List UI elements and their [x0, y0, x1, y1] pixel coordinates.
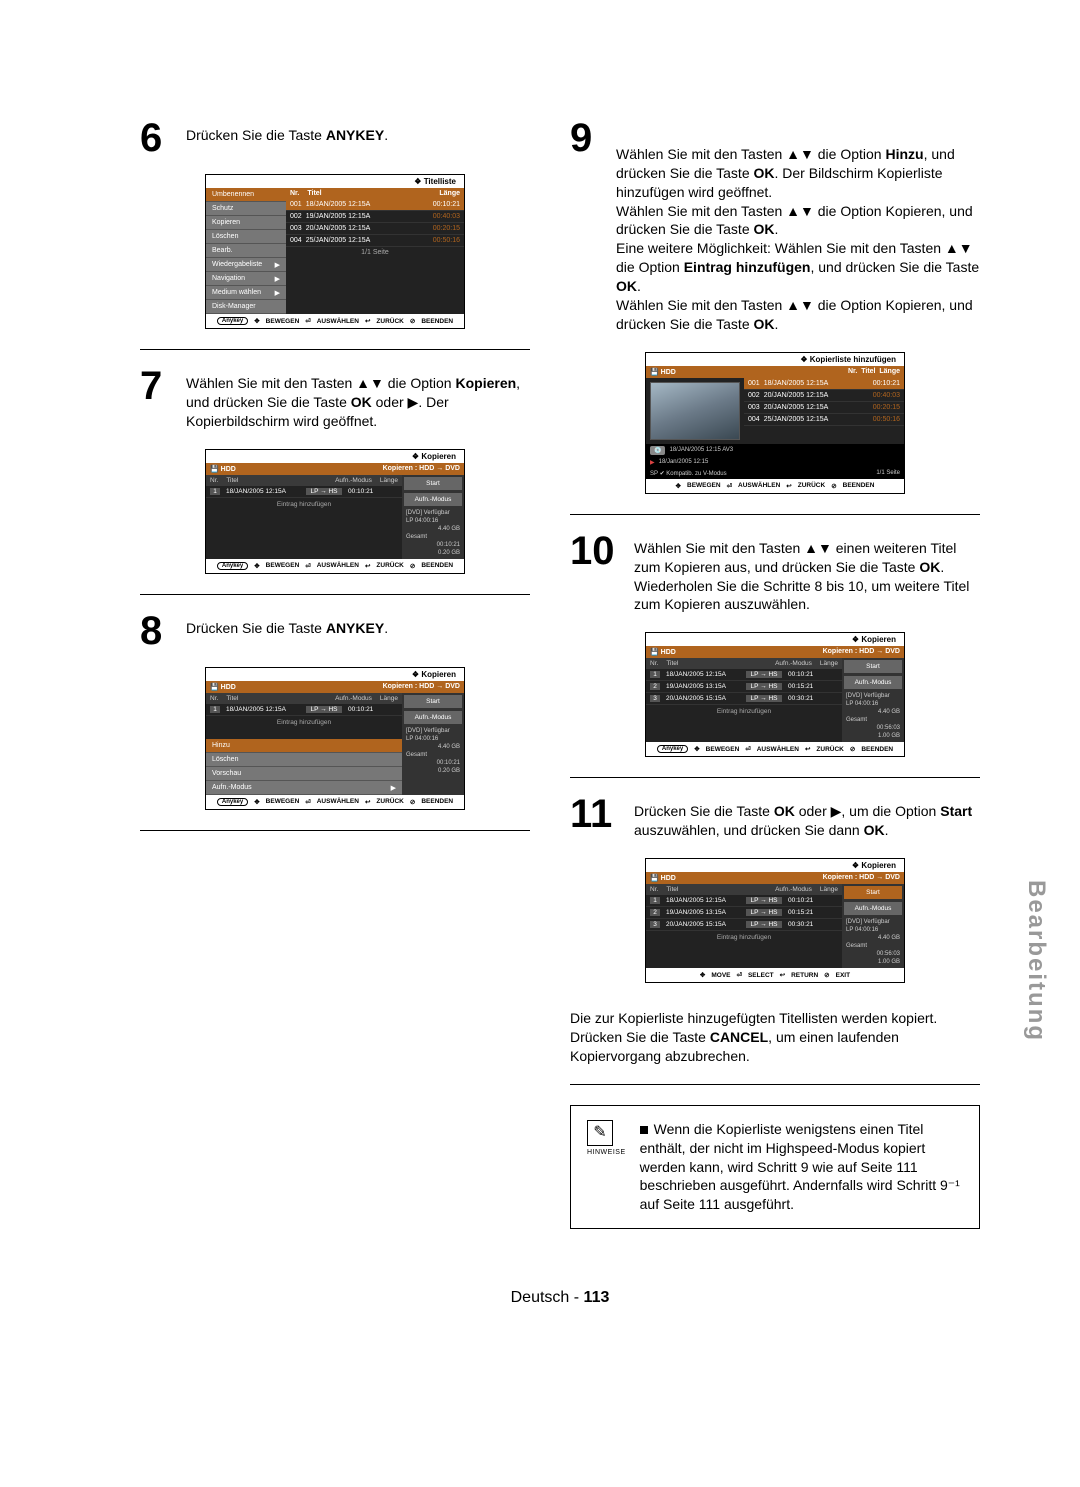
menu-item: Navigation [206, 272, 286, 286]
ui-footer: Anykey ✥BEWEGEN ⏎AUSWÄHLEN ↩ZURÜCK ⊘BEEN… [206, 559, 464, 573]
table-row: 219/JAN/2005 13:15ALP → HS00:15:21 [646, 681, 842, 693]
ui-kopieren-10: Kopieren 💾 HDDKopieren : HDD → DVD Nr.Ti… [645, 632, 905, 757]
list-row: 00220/JAN/2005 12:15A00:40:03 [744, 390, 904, 402]
step-number: 9 [570, 120, 606, 334]
start-button: Start [844, 886, 902, 899]
menu-item: Umbenennen [206, 188, 286, 202]
table-row: 320/JAN/2005 15:15ALP → HS00:30:21 [646, 919, 842, 931]
step-number: 6 [140, 120, 176, 156]
start-button: Start [844, 660, 902, 673]
table-row: 118/JAN/2005 12:15ALP → HS00:10:21 [646, 895, 842, 907]
step-text: Drücken Sie die Taste OK oder ▶, um die … [634, 796, 980, 840]
menu-item: Schutz [206, 202, 286, 216]
ui-footer: ✥BEWEGEN ⏎AUSWÄHLEN ↩ZURÜCK ⊘BEENDEN [646, 479, 904, 493]
ui-header: Kopieren [646, 633, 904, 646]
anykey-icon: Anykey [217, 798, 248, 806]
step-text: Drücken Sie die Taste ANYKEY. [186, 613, 388, 649]
mode-button: Aufn.-Modus [844, 676, 902, 689]
ui-kopieren-11: Kopieren 💾 HDDKopieren : HDD → DVD Nr.Ti… [645, 858, 905, 983]
step-number: 10 [570, 533, 624, 615]
menu-item: Wiedergabeliste [206, 258, 286, 272]
ui-kopieren-7: Kopieren 💾 HDDKopieren : HDD → DVD Nr.Ti… [205, 449, 465, 574]
step-11: 11 Drücken Sie die Taste OK oder ▶, um d… [570, 796, 980, 840]
list-row: 00219/JAN/2005 12:15A00:40:03 [286, 211, 464, 223]
entry-add: Eintrag hinzufügen [646, 705, 842, 718]
menu-item: Bearb. [206, 244, 286, 258]
step-number: 8 [140, 613, 176, 649]
ui-footer: ✥MOVE ⏎SELECT ↩RETURN ⊘EXIT [646, 968, 904, 982]
menu-item: Aufn.-Modus [206, 781, 402, 795]
step-text: Wählen Sie mit den Tasten ▲▼ einen weite… [634, 533, 980, 615]
ui-titelliste: Titelliste Umbenennen Schutz Kopieren Lö… [205, 174, 465, 329]
step-10: 10 Wählen Sie mit den Tasten ▲▼ einen we… [570, 533, 980, 615]
ui-header: Kopieren [646, 859, 904, 872]
menu-item: Medium wählen [206, 286, 286, 300]
table-row: 320/JAN/2005 15:15ALP → HS00:30:21 [646, 693, 842, 705]
menu-item: Vorschau [206, 767, 402, 781]
list-row: 00425/JAN/2005 12:15A00:50:16 [286, 235, 464, 247]
list-row: 00320/JAN/2005 12:15A00:20:15 [286, 223, 464, 235]
menu-item: Hinzu [206, 739, 402, 753]
ui-footer: Anykey ✥BEWEGEN ⏎AUSWÄHLEN ↩ZURÜCK ⊘BEEN… [646, 742, 904, 756]
ui-footer: Anykey ✥BEWEGEN ⏎AUSWÄHLEN ↩ZURÜCK ⊘BEEN… [206, 314, 464, 328]
note-box: ✎ HINWEISE Wenn die Kopierliste wenigste… [570, 1105, 980, 1229]
table-row: 219/JAN/2005 13:15ALP → HS00:15:21 [646, 907, 842, 919]
step-number: 11 [570, 796, 624, 840]
step-7: 7 Wählen Sie mit den Tasten ▲▼ die Optio… [140, 368, 530, 431]
ui-header: Titelliste [206, 175, 464, 188]
mode-button: Aufn.-Modus [404, 711, 462, 724]
start-button: Start [404, 477, 462, 490]
list-row: 00425/JAN/2005 12:15A00:50:16 [744, 414, 904, 426]
page-footer: Deutsch - 113 [140, 1289, 980, 1307]
step-11-after: Die zur Kopierliste hinzugefügten Titell… [570, 1003, 980, 1066]
list-row: 00320/JAN/2005 12:15A00:20:15 [744, 402, 904, 414]
anykey-icon: Anykey [217, 562, 248, 570]
step-8: 8 Drücken Sie die Taste ANYKEY. [140, 613, 530, 649]
list-row: 00118/JAN/2005 12:15A00:10:21 [744, 378, 904, 390]
menu-item: Löschen [206, 230, 286, 244]
ui-kopieren-8: Kopieren 💾 HDDKopieren : HDD → DVD Nr.Ti… [205, 667, 465, 810]
note-icon: ✎ [587, 1120, 613, 1146]
note-text: Wenn die Kopierliste wenigstens einen Ti… [640, 1120, 963, 1214]
ui-footer: Anykey ✥BEWEGEN ⏎AUSWÄHLEN ↩ZURÜCK ⊘BEEN… [206, 795, 464, 809]
step-text: Wählen Sie mit den Tasten ▲▼ die Option … [616, 120, 980, 334]
menu-item: Kopieren [206, 216, 286, 230]
entry-add: Eintrag hinzufügen [206, 716, 402, 729]
list-row: 00118/JAN/2005 12:15A00:10:21 [286, 199, 464, 211]
step-number: 7 [140, 368, 176, 431]
preview-thumbnail [650, 382, 740, 440]
step-9: 9 Wählen Sie mit den Tasten ▲▼ die Optio… [570, 120, 980, 334]
table-row: 118/JAN/2005 12:15ALP → HS00:10:21 [206, 704, 402, 716]
ui-header: Kopieren [206, 450, 464, 463]
mode-button: Aufn.-Modus [844, 902, 902, 915]
table-row: 118/JAN/2005 12:15ALP → HS00:10:21 [646, 669, 842, 681]
side-tab: Bearbeitung [1022, 880, 1050, 1042]
page-indicator: 1/1 Seite [286, 247, 464, 258]
table-row: 118/JAN/2005 12:15ALP → HS00:10:21 [206, 486, 402, 498]
mode-button: Aufn.-Modus [404, 493, 462, 506]
anykey-icon: Anykey [657, 745, 688, 753]
anykey-icon: Anykey [217, 317, 248, 325]
note-label: HINWEISE [587, 1148, 626, 1157]
step-6: 6 Drücken Sie die Taste ANYKEY. [140, 120, 530, 156]
menu-item: Disk-Manager [206, 300, 286, 314]
ui-kopierliste-9: Kopierliste hinzufügen 💾 HDDNr. Titel Lä… [645, 352, 905, 494]
ui-header: Kopierliste hinzufügen [646, 353, 904, 366]
entry-add: Eintrag hinzufügen [646, 931, 842, 944]
step-text: Drücken Sie die Taste ANYKEY. [186, 120, 388, 156]
menu-item: Löschen [206, 753, 402, 767]
entry-add: Eintrag hinzufügen [206, 498, 402, 511]
start-button: Start [404, 695, 462, 708]
ui-header: Kopieren [206, 668, 464, 681]
ui-menu: Umbenennen Schutz Kopieren Löschen Bearb… [206, 188, 286, 314]
step-text: Wählen Sie mit den Tasten ▲▼ die Option … [186, 368, 530, 431]
